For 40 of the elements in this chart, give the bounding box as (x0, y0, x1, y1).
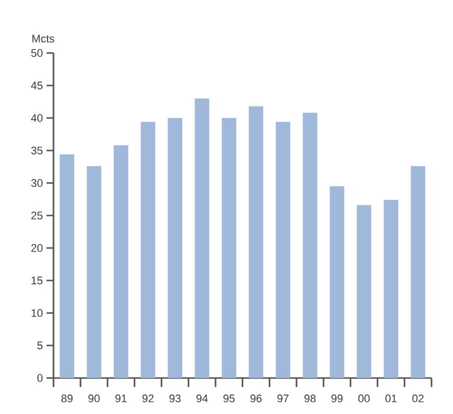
x-tick-label: 95 (223, 394, 235, 402)
bar (194, 98, 210, 378)
x-tick-label: 89 (61, 394, 73, 402)
bar (410, 166, 426, 378)
y-tick-label: 0 (37, 374, 43, 382)
y-tick-label: 15 (32, 276, 43, 284)
bar (302, 112, 318, 378)
x-tick-label: 96 (250, 394, 262, 402)
bar (276, 122, 290, 378)
x-tick-label: 97 (277, 394, 289, 402)
bar (60, 154, 74, 378)
y-tick-label: 20 (31, 244, 43, 252)
y-tick-label: 45 (31, 82, 43, 90)
x-tick-label: 99 (331, 394, 343, 402)
y-tick-label: 40 (31, 114, 43, 122)
x-tick-label: 02 (412, 394, 424, 402)
bar (86, 166, 102, 378)
bar (222, 118, 236, 378)
bar (140, 122, 156, 378)
bar (330, 186, 344, 378)
x-tick-label: 91 (115, 394, 127, 402)
y-tick-label: 30 (31, 179, 43, 187)
y-tick-label: 50 (31, 49, 43, 57)
y-tick-label: 5 (37, 342, 43, 350)
x-tick-label: 00 (358, 394, 370, 402)
x-tick-label: 93 (169, 394, 181, 402)
x-tick-label: 90 (88, 394, 100, 402)
bar (356, 205, 372, 378)
bar (248, 106, 264, 378)
y-tick-label: 10 (32, 309, 43, 317)
x-tick-label: 98 (304, 394, 316, 402)
x-tick-label: 94 (196, 394, 208, 402)
y-tick-label: 25 (31, 212, 43, 220)
x-tick-label: 92 (142, 394, 154, 402)
y-tick-label: 35 (31, 146, 43, 154)
y-axis-title: Mcts (32, 34, 54, 42)
bar (114, 145, 128, 378)
bar (168, 118, 182, 378)
x-tick-label: 01 (385, 394, 397, 402)
bar (384, 200, 398, 378)
